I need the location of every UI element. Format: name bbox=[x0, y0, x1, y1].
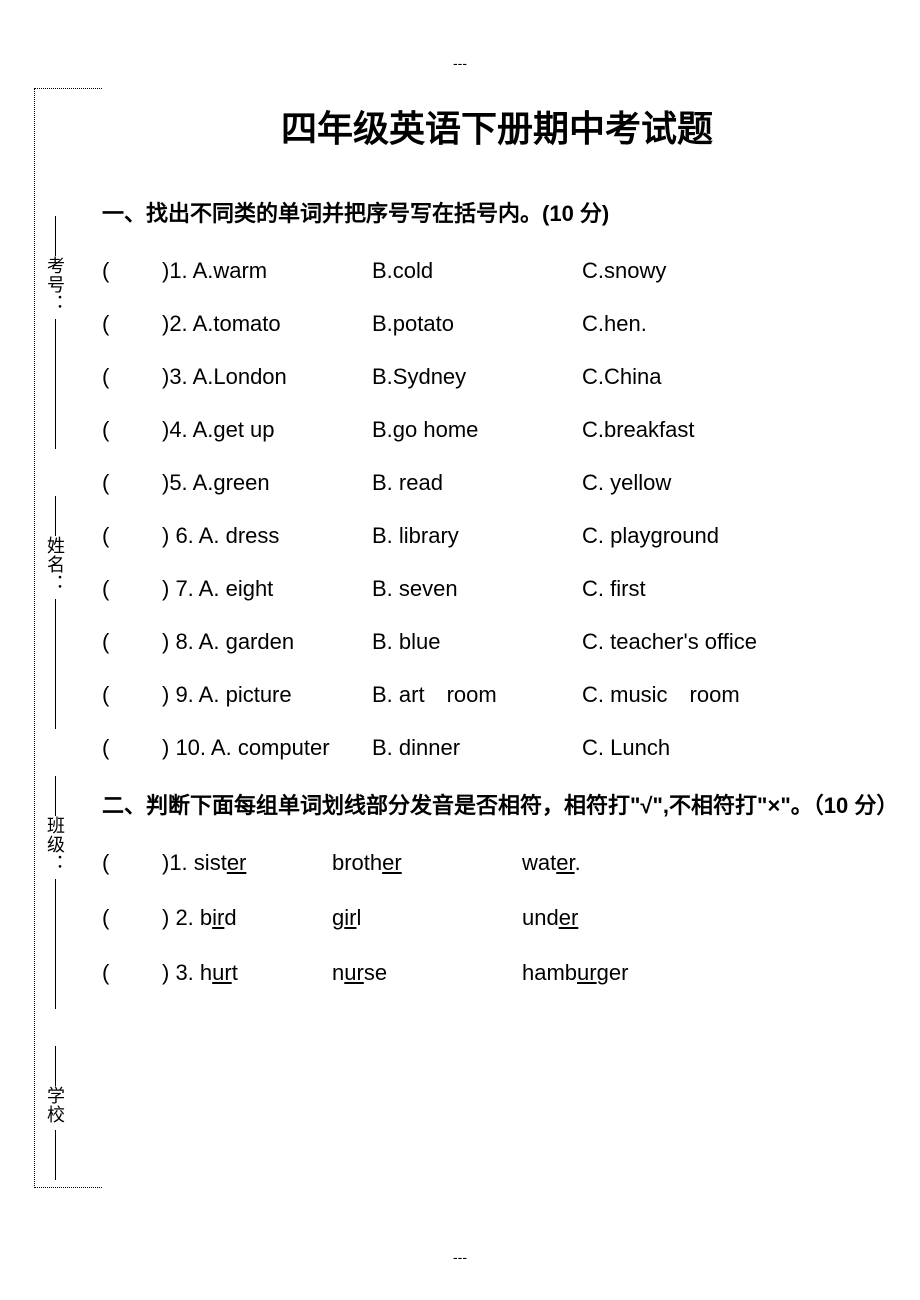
option-b: B.Sydney bbox=[372, 360, 582, 393]
bottom-marker: --- bbox=[453, 1249, 467, 1265]
answer-blank[interactable]: ( bbox=[102, 466, 162, 499]
sidebar-examno: 考号： bbox=[42, 210, 68, 449]
section1-questions: ()1. A.warmB.coldC.snowy()2. A.tomatoB.p… bbox=[102, 254, 892, 764]
option-a: )4. A.get up bbox=[162, 413, 372, 446]
school-label: 学校 bbox=[42, 1086, 68, 1124]
answer-blank[interactable]: ( bbox=[102, 413, 162, 446]
answer-blank[interactable]: ( bbox=[102, 307, 162, 340]
underlined-segment: er bbox=[382, 850, 402, 875]
option-b: B. art room bbox=[372, 678, 582, 711]
word: nurse bbox=[332, 956, 522, 989]
section2-questions: ()1. sisterbrotherwater.() 2. birdgirlun… bbox=[102, 846, 892, 989]
underlined-segment: ur bbox=[344, 960, 364, 985]
question-row: () 6. A. dressB. libraryC. playground bbox=[102, 519, 892, 552]
section2-heading: 二、判断下面每组单词划线部分发音是否相符，相符打"√",不相符打"×"。（10 … bbox=[102, 784, 892, 828]
class-label: 班级： bbox=[42, 816, 68, 873]
question-row: () 9. A. pictureB. art roomC. music room bbox=[102, 678, 892, 711]
section1-heading: 一、找出不同类的单词并把序号写在括号内。(10 分) bbox=[102, 192, 892, 236]
question-row: ()1. sisterbrotherwater. bbox=[102, 846, 892, 879]
question-row: ()4. A.get upB.go homeC.breakfast bbox=[102, 413, 892, 446]
page-title: 四年级英语下册期中考试题 bbox=[102, 100, 892, 152]
option-b: B.potato bbox=[372, 307, 582, 340]
question-row: ()3. A.LondonB.SydneyC.China bbox=[102, 360, 892, 393]
option-a: )3. A.London bbox=[162, 360, 372, 393]
word: under bbox=[522, 901, 892, 934]
question-row: ()5. A.greenB. readC. yellow bbox=[102, 466, 892, 499]
option-c: C.hen. bbox=[582, 307, 892, 340]
question-row: ()1. A.warmB.coldC.snowy bbox=[102, 254, 892, 287]
word: hamburger bbox=[522, 956, 892, 989]
option-b: B. read bbox=[372, 466, 582, 499]
option-c: C.snowy bbox=[582, 254, 892, 287]
question-row: () 2. birdgirlunder bbox=[102, 901, 892, 934]
name-label: 姓名： bbox=[42, 536, 68, 593]
underlined-segment: er bbox=[559, 905, 579, 930]
underlined-segment: ir bbox=[212, 905, 224, 930]
option-a: ) 8. A. garden bbox=[162, 625, 372, 658]
option-c: C.China bbox=[582, 360, 892, 393]
option-a: )5. A.green bbox=[162, 466, 372, 499]
option-c: C. playground bbox=[582, 519, 892, 552]
answer-blank[interactable]: ( bbox=[102, 731, 162, 764]
question-row: () 3. hurtnursehamburger bbox=[102, 956, 892, 989]
sidebar-class: 班级： bbox=[42, 770, 68, 1009]
examno-label: 考号： bbox=[42, 256, 68, 313]
underlined-segment: er bbox=[556, 850, 574, 875]
option-a: )1. A.warm bbox=[162, 254, 372, 287]
option-a: ) 7. A. eight bbox=[162, 572, 372, 605]
option-a: ) 6. A. dress bbox=[162, 519, 372, 552]
answer-blank[interactable]: ( bbox=[102, 254, 162, 287]
sidebar-name: 姓名： bbox=[42, 490, 68, 729]
option-c: C. teacher's office bbox=[582, 625, 892, 658]
word: ) 3. hurt bbox=[162, 956, 332, 989]
question-row: ()2. A.tomatoB.potatoC.hen. bbox=[102, 307, 892, 340]
underlined-segment: ir bbox=[344, 905, 356, 930]
word: ) 2. bird bbox=[162, 901, 332, 934]
answer-blank[interactable]: ( bbox=[102, 678, 162, 711]
underlined-segment: ur bbox=[577, 960, 597, 985]
word: brother bbox=[332, 846, 522, 879]
option-b: B.cold bbox=[372, 254, 582, 287]
question-row: () 7. A. eightB. sevenC. first bbox=[102, 572, 892, 605]
question-row: () 10. A. computerB. dinnerC. Lunch bbox=[102, 731, 892, 764]
word: water. bbox=[522, 846, 892, 879]
answer-blank[interactable]: ( bbox=[102, 625, 162, 658]
option-b: B. blue bbox=[372, 625, 582, 658]
answer-blank[interactable]: ( bbox=[102, 519, 162, 552]
answer-blank[interactable]: ( bbox=[102, 572, 162, 605]
document-content: 四年级英语下册期中考试题 一、找出不同类的单词并把序号写在括号内。(10 分) … bbox=[102, 100, 892, 1011]
option-b: B.go home bbox=[372, 413, 582, 446]
word: )1. sister bbox=[162, 846, 332, 879]
underlined-segment: er bbox=[227, 850, 247, 875]
top-marker: --- bbox=[453, 55, 467, 71]
option-c: C. Lunch bbox=[582, 731, 892, 764]
option-b: B. seven bbox=[372, 572, 582, 605]
underlined-segment: ur bbox=[212, 960, 232, 985]
word: girl bbox=[332, 901, 522, 934]
option-b: B. library bbox=[372, 519, 582, 552]
option-c: C. first bbox=[582, 572, 892, 605]
option-c: C. yellow bbox=[582, 466, 892, 499]
option-a: ) 10. A. computer bbox=[162, 731, 372, 764]
option-c: C.breakfast bbox=[582, 413, 892, 446]
option-c: C. music room bbox=[582, 678, 892, 711]
option-b: B. dinner bbox=[372, 731, 582, 764]
sidebar-school: 学校 bbox=[42, 1040, 68, 1180]
answer-blank[interactable]: ( bbox=[102, 956, 162, 989]
question-row: () 8. A. gardenB. blueC. teacher's offic… bbox=[102, 625, 892, 658]
answer-blank[interactable]: ( bbox=[102, 846, 162, 879]
option-a: )2. A.tomato bbox=[162, 307, 372, 340]
answer-blank[interactable]: ( bbox=[102, 901, 162, 934]
option-a: ) 9. A. picture bbox=[162, 678, 372, 711]
answer-blank[interactable]: ( bbox=[102, 360, 162, 393]
